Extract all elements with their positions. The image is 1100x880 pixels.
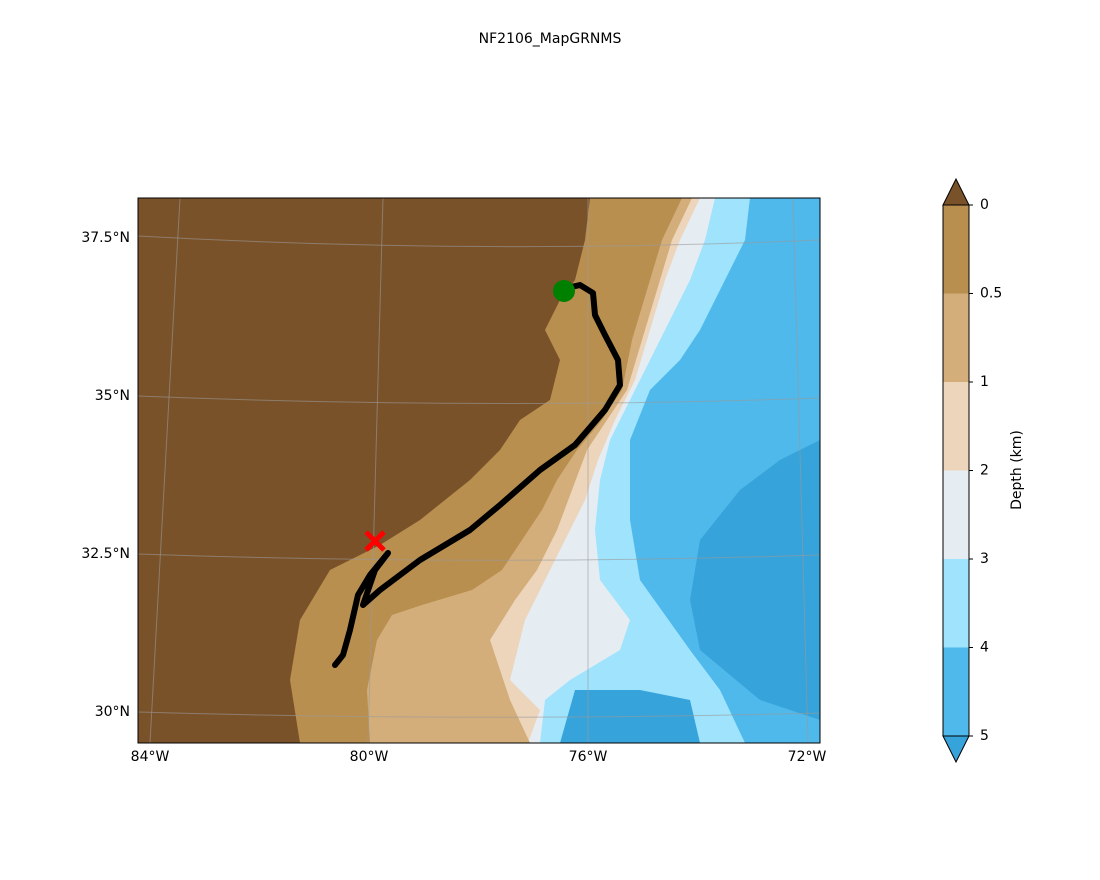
colorbar-extend-bottom: [942, 735, 970, 764]
lat-label: 30°N: [95, 704, 130, 720]
end-marker: [364, 530, 386, 552]
lon-label: 84°W: [131, 749, 170, 765]
lon-label: 72°W: [788, 749, 827, 765]
lat-label: 35°N: [95, 388, 130, 404]
colorbar-tick-label: 2: [980, 463, 989, 479]
land: [138, 198, 590, 743]
depth-5-plus: [690, 440, 820, 720]
lon-label: 80°W: [350, 749, 389, 765]
colorbar-extend-top: [942, 177, 970, 206]
lon-label: 76°W: [569, 749, 608, 765]
colorbar-tick-label: 0.5: [980, 286, 1002, 302]
start-marker: [553, 280, 575, 302]
colorbar-tick-label: 4: [980, 640, 989, 656]
colorbar-tick-label: 1: [980, 374, 989, 390]
map-title: NF2106_MapGRNMS: [479, 31, 622, 47]
cruise-track: [332, 282, 623, 668]
colorbar-tick-label: 5: [980, 728, 989, 744]
colorbar-segment: [943, 382, 969, 471]
colorbar-segment: [943, 559, 969, 648]
lat-grid: [138, 235, 820, 718]
map-frame: [137, 197, 821, 744]
lon-grid: [149, 198, 809, 743]
colorbar-tick-label: 0: [980, 197, 989, 213]
colorbar-segment: [943, 293, 969, 383]
map-area: [138, 198, 820, 743]
colorbar-tick-label: 3: [980, 551, 989, 567]
colorbar-segment: [943, 205, 969, 294]
depth-5-plus-south: [560, 685, 720, 743]
lat-label: 37.5°N: [81, 230, 130, 246]
colorbar-segment: [943, 470, 969, 560]
lat-label: 32.5°N: [81, 546, 130, 562]
colorbar-label: Depth (km): [1009, 430, 1025, 510]
colorbar-segment: [943, 647, 969, 737]
